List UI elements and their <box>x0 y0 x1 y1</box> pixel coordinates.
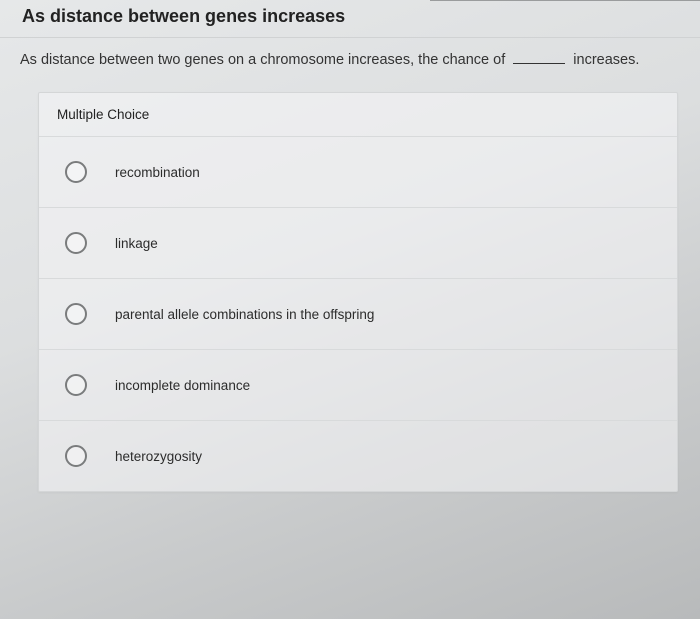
option-label: incomplete dominance <box>115 378 250 393</box>
question-prefix: As distance between two genes on a chrom… <box>20 52 505 68</box>
option-parental-allele[interactable]: parental allele combinations in the offs… <box>39 279 677 350</box>
option-linkage[interactable]: linkage <box>39 208 677 279</box>
option-heterozygosity[interactable]: heterozygosity <box>39 421 677 491</box>
radio-icon[interactable] <box>65 303 87 325</box>
quiz-page: As distance between genes increases As d… <box>0 0 700 619</box>
question-suffix: increases. <box>573 52 639 68</box>
multiple-choice-card: Multiple Choice recombination linkage pa… <box>38 92 678 492</box>
radio-icon[interactable] <box>65 161 87 183</box>
question-title: As distance between genes increases <box>0 0 700 38</box>
top-divider <box>430 0 700 1</box>
option-label: heterozygosity <box>115 449 202 464</box>
option-label: linkage <box>115 236 158 251</box>
radio-icon[interactable] <box>65 445 87 467</box>
option-label: recombination <box>115 165 200 180</box>
radio-icon[interactable] <box>65 374 87 396</box>
option-label: parental allele combinations in the offs… <box>115 307 374 322</box>
fill-blank <box>513 63 565 64</box>
radio-icon[interactable] <box>65 232 87 254</box>
mc-header: Multiple Choice <box>39 93 677 137</box>
option-recombination[interactable]: recombination <box>39 137 677 208</box>
option-incomplete-dominance[interactable]: incomplete dominance <box>39 350 677 421</box>
question-text: As distance between two genes on a chrom… <box>0 38 700 86</box>
